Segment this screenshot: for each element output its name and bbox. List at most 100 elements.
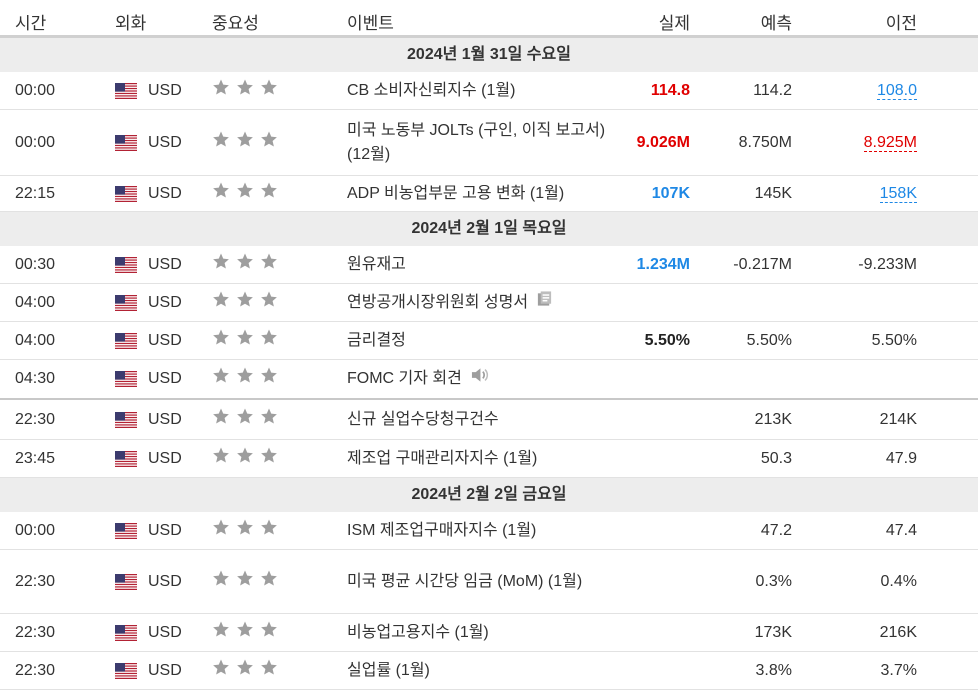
- event-link[interactable]: 미국 평균 시간당 임금 (MoM) (1월): [347, 572, 583, 590]
- previous-value-text[interactable]: 8.925M: [863, 133, 917, 152]
- table-row[interactable]: 22:30 USD 실업률 (1월) 3.8% 3.7%: [0, 652, 978, 690]
- event-name-cell: 원유재고: [347, 253, 607, 277]
- table-row[interactable]: 00:00 USD 미국 노동부 JOLTs (구인, 이직 보고서) (12월) 9…: [0, 110, 978, 176]
- event-link[interactable]: 금리결정: [347, 331, 406, 349]
- star-icon: [236, 620, 254, 646]
- previous-value[interactable]: 8.925M: [863, 131, 917, 155]
- event-link[interactable]: 제조업 구매관리자지수 (1월): [347, 449, 538, 467]
- event-link[interactable]: 원유재고: [347, 255, 406, 273]
- event-time: 00:00: [15, 133, 56, 151]
- event-name-cell: 금리결정: [347, 329, 607, 353]
- event-link[interactable]: 비농업고용지수 (1월): [347, 623, 489, 641]
- header-importance[interactable]: 중요성: [212, 14, 259, 33]
- table-row[interactable]: 00:00 USD CB 소비자신뢰지수 (1월) 114.8 114.2 108.0: [0, 72, 978, 110]
- table-row[interactable]: 22:30 USD 미국 평균 시간당 임금 (MoM) (1월) 0.3% 0.4%: [0, 550, 978, 614]
- importance-stars: [212, 78, 278, 104]
- star-icon: [212, 252, 230, 278]
- previous-value-text: -9.233M: [858, 255, 917, 273]
- header-time[interactable]: 시간: [15, 14, 47, 33]
- header-currency[interactable]: 외화: [115, 14, 147, 33]
- header-forecast[interactable]: 예측: [760, 14, 792, 33]
- currency-code: USD: [148, 521, 182, 539]
- star-icon: [212, 130, 230, 156]
- forecast-value: 50.3: [760, 449, 792, 467]
- star-icon: [260, 78, 278, 104]
- event-time: 22:30: [15, 410, 56, 428]
- star-icon: [260, 366, 278, 392]
- previous-value-text[interactable]: 108.0: [876, 81, 917, 100]
- event-link[interactable]: 연방공개시장위원회 성명서: [347, 293, 529, 311]
- event-name-cell: 연방공개시장위원회 성명서: [347, 290, 607, 315]
- table-row[interactable]: 00:30 USD 원유재고 1.234M -0.217M -9.233M: [0, 246, 978, 284]
- star-icon: [236, 328, 254, 354]
- currency-code: USD: [148, 572, 182, 590]
- previous-value-text: 0.4%: [880, 572, 917, 590]
- star-icon: [212, 446, 230, 472]
- table-row[interactable]: 04:00 USD 금리결정 5.50% 5.50% 5.50%: [0, 322, 978, 360]
- us-flag-icon: [115, 82, 137, 99]
- header-event[interactable]: 이벤트: [347, 14, 394, 33]
- star-icon: [236, 518, 254, 544]
- document-icon[interactable]: [536, 290, 553, 315]
- previous-value[interactable]: 108.0: [876, 79, 917, 103]
- event-name-cell: ADP 비농업부문 고용 변화 (1월): [347, 182, 607, 206]
- event-name-cell: FOMC 기자 회견: [347, 367, 607, 392]
- event-link[interactable]: ADP 비농업부문 고용 변화 (1월): [347, 184, 565, 202]
- actual-value: 107K: [651, 184, 690, 202]
- importance-stars: [212, 569, 278, 595]
- table-row[interactable]: 04:00 USD 연방공개시장위원회 성명서: [0, 284, 978, 322]
- speaker-icon[interactable]: [470, 367, 489, 392]
- event-link[interactable]: ISM 제조업구매자지수 (1월): [347, 521, 537, 539]
- star-icon: [236, 290, 254, 316]
- star-icon: [236, 366, 254, 392]
- header-previous[interactable]: 이전: [885, 14, 917, 33]
- actual-value: 114.8: [650, 81, 690, 99]
- table-row[interactable]: 22:30 USD 신규 실업수당청구건수 213K 214K: [0, 400, 978, 440]
- importance-stars: [212, 130, 278, 156]
- forecast-value: 3.8%: [755, 661, 792, 679]
- currency-code: USD: [148, 661, 182, 679]
- event-name-cell: 제조업 구매관리자지수 (1월): [347, 447, 607, 471]
- forecast-value: 47.2: [760, 521, 792, 539]
- importance-stars: [212, 446, 278, 472]
- star-icon: [212, 620, 230, 646]
- importance-stars: [212, 658, 278, 684]
- previous-value[interactable]: 158K: [879, 182, 917, 206]
- star-icon: [212, 181, 230, 207]
- table-row[interactable]: 00:00 USD ISM 제조업구매자지수 (1월) 47.2 47.4: [0, 512, 978, 550]
- previous-value: -9.233M: [858, 253, 917, 277]
- table-row[interactable]: 22:30 USD 비농업고용지수 (1월) 173K 216K: [0, 614, 978, 652]
- event-link[interactable]: CB 소비자신뢰지수 (1월): [347, 81, 516, 99]
- event-time: 00:00: [15, 81, 56, 99]
- star-icon: [212, 658, 230, 684]
- event-time: 04:00: [15, 331, 56, 349]
- star-icon: [260, 328, 278, 354]
- event-link[interactable]: FOMC 기자 회견: [347, 370, 462, 388]
- table-row[interactable]: 23:45 USD 제조업 구매관리자지수 (1월) 50.3 47.9: [0, 440, 978, 478]
- previous-value: 5.50%: [872, 329, 917, 353]
- star-icon: [260, 181, 278, 207]
- us-flag-icon: [115, 662, 137, 679]
- event-name-cell: 미국 평균 시간당 임금 (MoM) (1월): [347, 570, 607, 594]
- previous-value-text: 214K: [879, 410, 917, 428]
- currency-code: USD: [148, 255, 182, 273]
- event-link[interactable]: 실업률 (1월): [347, 661, 430, 679]
- event-link[interactable]: 미국 노동부 JOLTs (구인, 이직 보고서) (12월): [347, 121, 606, 163]
- header-actual[interactable]: 실제: [658, 14, 690, 33]
- event-name-cell: 실업률 (1월): [347, 659, 607, 683]
- star-icon: [260, 290, 278, 316]
- actual-value: 9.026M: [636, 133, 690, 151]
- event-link[interactable]: 신규 실업수당청구건수: [347, 410, 499, 428]
- currency-code: USD: [148, 184, 182, 202]
- star-icon: [260, 658, 278, 684]
- event-name-cell: 미국 노동부 JOLTs (구인, 이직 보고서) (12월): [347, 119, 607, 167]
- importance-stars: [212, 252, 278, 278]
- us-flag-icon: [115, 411, 137, 428]
- star-icon: [212, 366, 230, 392]
- star-icon: [212, 569, 230, 595]
- previous-value: 216K: [880, 621, 917, 645]
- table-row[interactable]: 04:30 USD FOMC 기자 회견: [0, 360, 978, 400]
- table-row[interactable]: 22:15 USD ADP 비농업부문 고용 변화 (1월) 107K 145K 158K: [0, 176, 978, 212]
- previous-value-text[interactable]: 158K: [879, 184, 917, 203]
- star-icon: [212, 328, 230, 354]
